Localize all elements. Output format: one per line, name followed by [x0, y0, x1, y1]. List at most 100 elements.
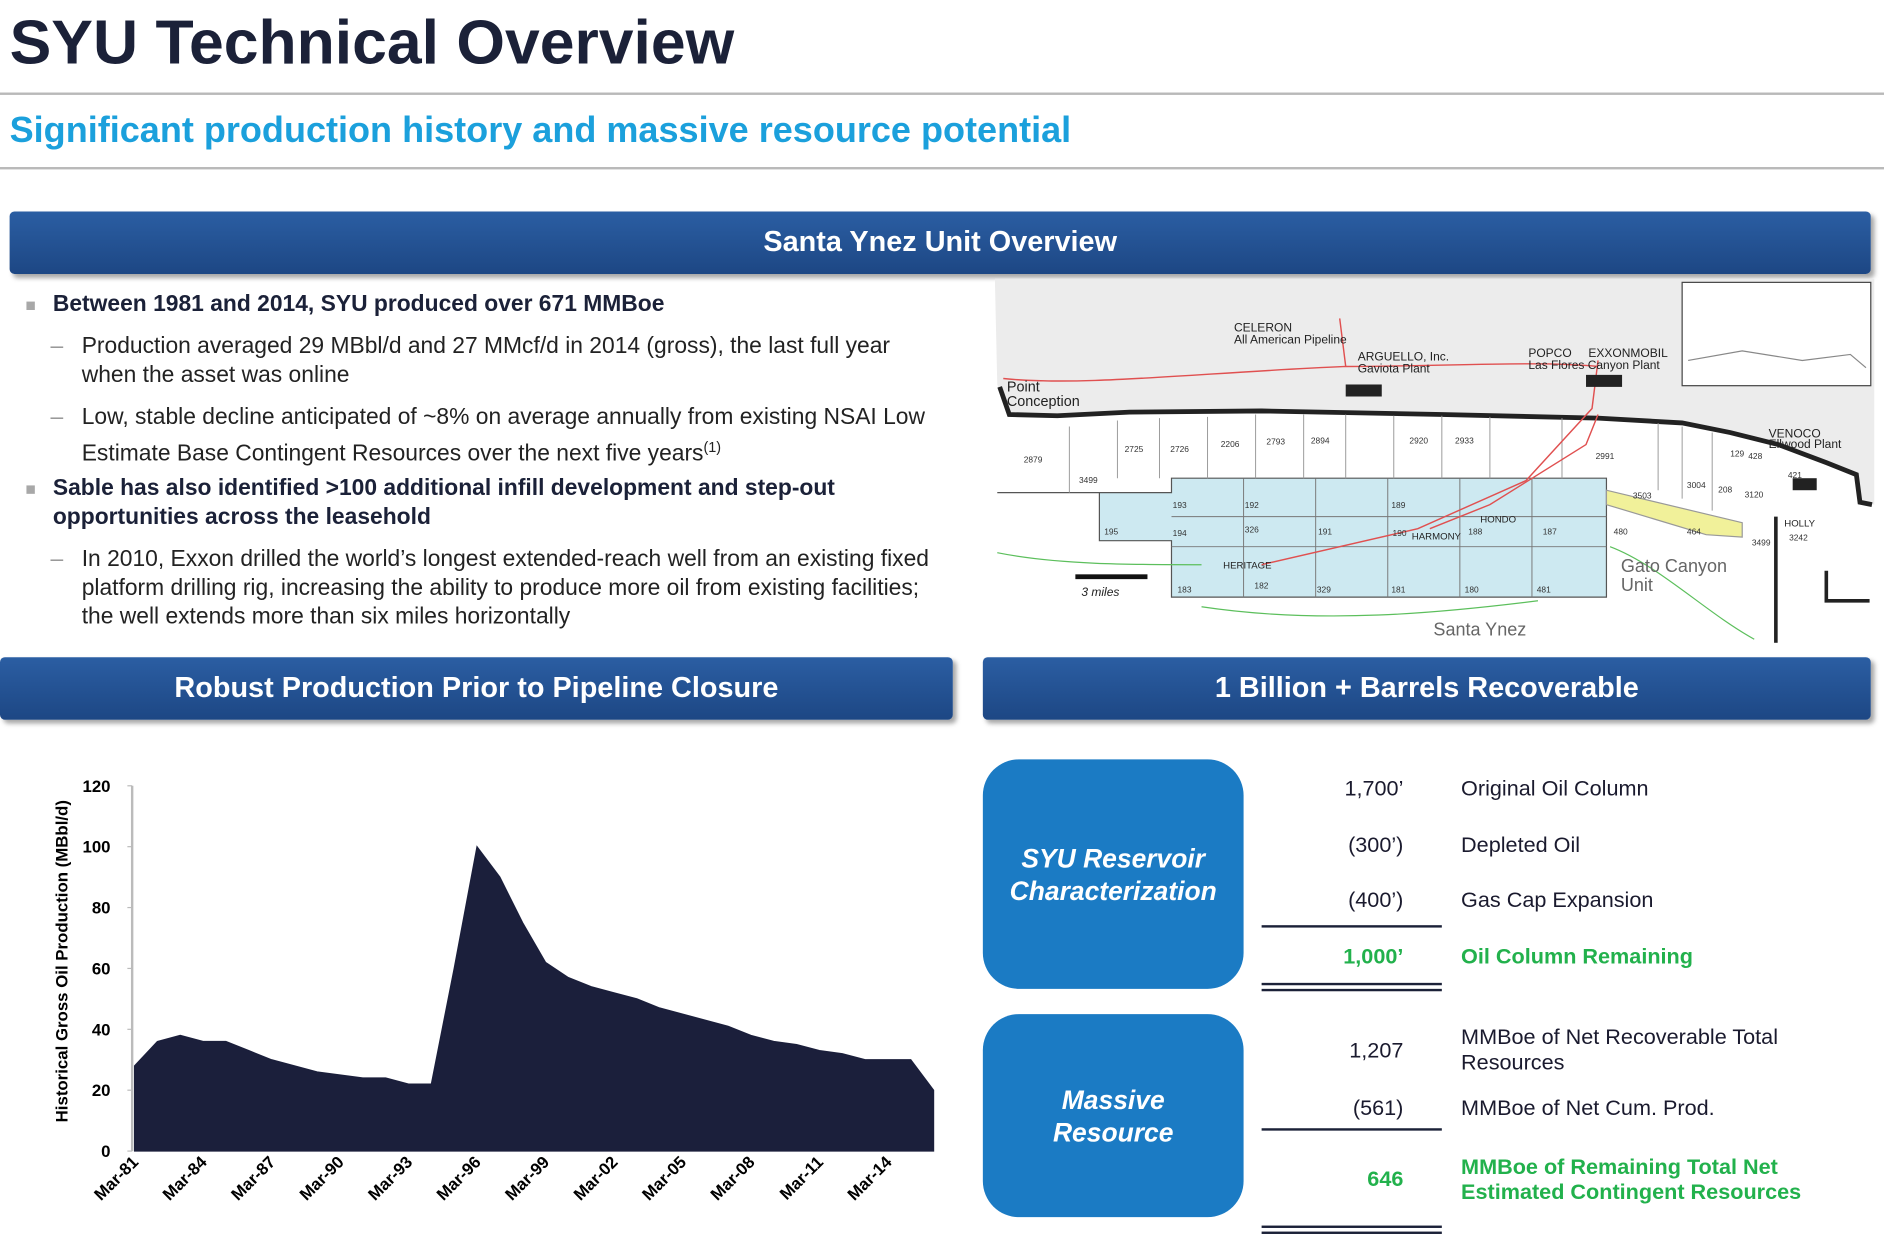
y-tick-label: 80 — [92, 899, 111, 918]
block-number: 190 — [1393, 528, 1407, 538]
block-grid — [1171, 478, 1607, 598]
y-tick-label: 40 — [92, 1020, 111, 1039]
banner: Robust Production Prior to Pipeline Clos… — [0, 657, 953, 720]
row-label: Oil Column Remaining — [1461, 944, 1693, 969]
map: CELERON All American Pipeline ARGUELLO, … — [994, 278, 1875, 643]
pipeline — [1003, 363, 1599, 382]
map-label: Conception — [1007, 394, 1080, 410]
block-number: 2725 — [1125, 444, 1144, 454]
banner: Santa Ynez Unit Overview — [9, 211, 1871, 274]
block-number: 480 — [1614, 527, 1628, 537]
block-number: 2991 — [1596, 451, 1615, 461]
block-number: 421 — [1788, 470, 1802, 480]
block-number: 195 — [1104, 527, 1118, 537]
map-label: Santa Ynez — [1433, 620, 1526, 640]
x-tick-label: Mar-14 — [844, 1152, 896, 1204]
land — [994, 278, 1875, 505]
block-number: 2894 — [1311, 435, 1330, 445]
rule — [1261, 925, 1442, 928]
x-tick-label: Mar-93 — [364, 1152, 416, 1204]
rule — [1261, 1231, 1442, 1234]
block-number: 129 — [1730, 449, 1744, 459]
rule — [1261, 988, 1442, 992]
bullet: Between 1981 and 2014, SYU produced over… — [26, 291, 918, 320]
bullet: Sable has also identified >100 additiona… — [26, 475, 918, 533]
map-label: VENOCO — [1769, 426, 1821, 440]
block-number: 194 — [1173, 528, 1187, 538]
map-label: Gato Canyon — [1621, 556, 1727, 576]
row-value: (561) — [1352, 1095, 1404, 1120]
map-label: Las Flores Canyon Plant — [1528, 358, 1660, 372]
block-number: 183 — [1177, 584, 1191, 594]
y-tick-label: 20 — [92, 1081, 111, 1100]
block-number: 3242 — [1789, 533, 1808, 543]
title: SYU Technical Overview — [9, 8, 735, 79]
lease-lines — [1068, 414, 1713, 511]
x-tick-label: Mar-02 — [570, 1152, 622, 1204]
pipeline — [1261, 318, 1599, 566]
x-tick-label: Mar-81 — [90, 1152, 142, 1204]
x-tick-label: Mar-90 — [296, 1152, 348, 1204]
row-value: (300’) — [1348, 832, 1404, 857]
block-number: 2793 — [1266, 437, 1285, 447]
block-number: 189 — [1391, 500, 1405, 510]
map-label: Point — [1007, 380, 1040, 396]
scale-bar — [1075, 574, 1148, 580]
rule — [1261, 1128, 1442, 1131]
area — [133, 845, 935, 1152]
y-tick-label: 100 — [82, 838, 110, 857]
block-number: 187 — [1543, 527, 1557, 537]
inset-coast — [1688, 350, 1867, 369]
row-label: MMBoe of Net Recoverable Total Resources — [1461, 1024, 1779, 1075]
block-number: 481 — [1537, 584, 1551, 594]
banner-text: Robust Production Prior to Pipeline Clos… — [174, 671, 779, 705]
map-label: Unit — [1621, 575, 1653, 595]
row-value: 1,000’ — [1343, 944, 1404, 969]
rule — [1261, 1225, 1442, 1228]
block-number: 3499 — [1079, 475, 1098, 485]
row-label: MMBoe of Net Cum. Prod. — [1461, 1095, 1715, 1120]
plant — [1345, 384, 1382, 397]
x-tick-label: Mar-05 — [638, 1152, 690, 1204]
block-number: 182 — [1254, 581, 1268, 591]
block-number: 2206 — [1221, 439, 1240, 449]
block-number: 3499 — [1752, 537, 1771, 547]
x-tick-label: Mar-84 — [159, 1152, 211, 1204]
map-label: Gaviota Plant — [1358, 361, 1431, 375]
pipeline — [1429, 414, 1599, 530]
subtitle: Significant production history and massi… — [9, 110, 1072, 151]
map-label: POPCO — [1528, 346, 1571, 360]
x-tick-label: Mar-99 — [501, 1152, 553, 1204]
map-label: ARGUELLO, Inc. — [1358, 349, 1449, 363]
rule — [0, 92, 1884, 95]
block-number: 2920 — [1409, 435, 1428, 445]
block-number: 2726 — [1170, 444, 1189, 454]
block-number: 180 — [1465, 584, 1479, 594]
row-value: 1,700’ — [1344, 776, 1404, 801]
map-label: HARMONY — [1412, 531, 1462, 542]
block-number: 329 — [1317, 584, 1331, 594]
y-axis-label: Historical Gross Oil Production (MBbl/d) — [52, 800, 71, 1122]
block-number: 191 — [1318, 527, 1332, 537]
map-label: 3 miles — [1081, 585, 1119, 599]
map-label: HONDO — [1480, 515, 1516, 526]
sub-bullet: In 2010, Exxon drilled the world’s longe… — [50, 545, 941, 632]
boundary — [997, 546, 1755, 640]
row-value: 1,207 — [1349, 1038, 1404, 1063]
map-edge — [1774, 516, 1870, 643]
block-number: 428 — [1748, 451, 1762, 461]
text: Low, stable decline anticipated of ~8% o… — [81, 404, 925, 467]
banner: 1 Billion + Barrels Recoverable — [982, 657, 1871, 720]
block-number: 188 — [1468, 527, 1482, 537]
x-tick-label: Mar-11 — [776, 1152, 827, 1203]
map-label: CELERON — [1234, 321, 1292, 335]
row-value: (400’) — [1348, 887, 1404, 912]
x-tick-label: Mar-08 — [707, 1152, 759, 1204]
sub-bullet: Production averaged 29 MBbl/d and 27 MMc… — [50, 333, 941, 391]
block-number: 3004 — [1687, 480, 1706, 490]
x-tick-label: Mar-87 — [227, 1152, 279, 1204]
plant — [1792, 478, 1817, 491]
plant — [1586, 374, 1623, 387]
